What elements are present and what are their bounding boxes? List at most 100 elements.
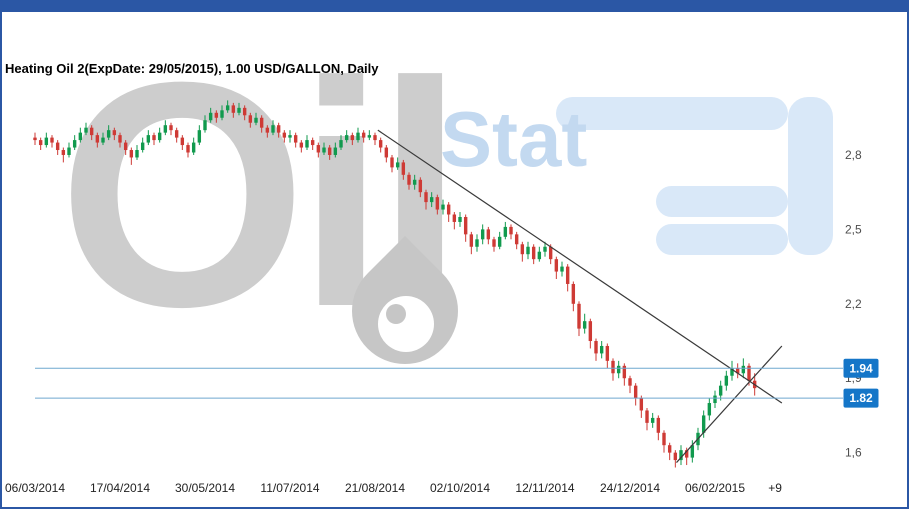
candle-body (129, 150, 134, 158)
candle-body (327, 147, 332, 155)
candle-body (628, 378, 632, 386)
candle-body (639, 398, 644, 411)
candle-body (713, 395, 717, 404)
watermark-vertical-bar (788, 97, 833, 255)
candle-body (186, 145, 190, 153)
y-axis-label: 1,6 (845, 446, 862, 460)
candle-body (61, 150, 66, 155)
candle-body (356, 132, 360, 141)
candle-body (265, 127, 270, 133)
candle-body (622, 365, 627, 379)
candle-body (418, 179, 423, 193)
candle-body (747, 365, 751, 381)
x-axis-label: 06/03/2014 (5, 481, 65, 495)
candle-body (322, 147, 326, 153)
candle-body (679, 450, 683, 461)
price-level-badge-label: 1.82 (849, 391, 873, 405)
candle-body (611, 360, 615, 374)
candle-body (605, 345, 610, 361)
candle-body (520, 244, 525, 255)
candle-body (89, 127, 94, 136)
candle-body (254, 117, 258, 123)
candle-body (701, 415, 706, 433)
candle-body (407, 174, 411, 185)
candle-body (203, 120, 207, 131)
candle-body (197, 130, 202, 143)
candle-body (350, 135, 355, 141)
x-axis-label: 11/07/2014 (260, 481, 319, 495)
candle-body (645, 410, 649, 423)
candle-body (367, 135, 372, 138)
candle-body (50, 137, 54, 143)
candle-body (180, 137, 185, 146)
candle-body (378, 140, 383, 148)
price-level-badge (843, 388, 879, 408)
candle-body (310, 140, 315, 146)
y-axis-label: 2,8 (845, 148, 862, 162)
candle-body (571, 283, 576, 304)
candle-body (191, 142, 196, 153)
candle-body (118, 135, 122, 143)
candle-body (169, 125, 173, 131)
price-level-badge-label: 1.94 (849, 361, 873, 375)
candle-body (339, 140, 343, 148)
candle-body (344, 135, 349, 141)
candle-body (577, 303, 581, 329)
candle-body (384, 147, 389, 158)
candle-body (435, 197, 440, 210)
candle-body (146, 135, 151, 143)
candle-body (101, 137, 105, 143)
candle-body (208, 112, 213, 121)
candle-body (537, 251, 542, 260)
candle-body (582, 321, 587, 329)
candle-body (656, 417, 661, 433)
candle-body (475, 239, 479, 247)
y-axis-label: 2,5 (845, 222, 862, 236)
candle-body (333, 147, 338, 155)
candle-body (72, 140, 77, 148)
watermark-drop-hole (378, 296, 434, 352)
candle-body (588, 321, 593, 342)
candle-body (373, 135, 377, 141)
candle-body (242, 107, 247, 116)
candle-body (594, 341, 598, 354)
candle-body (95, 135, 100, 143)
candle-body (276, 125, 281, 133)
watermark-bar-middle (656, 186, 788, 217)
trend-line (676, 345, 783, 463)
candle-body (667, 445, 672, 453)
window-border-bottom (0, 507, 909, 509)
candle-body (492, 239, 496, 247)
candle-body (106, 130, 111, 138)
candle-body (55, 142, 60, 151)
candle-body (503, 226, 508, 237)
candle-body (248, 115, 253, 123)
candle-body (424, 192, 428, 203)
candle-body (673, 452, 678, 461)
candle-body (463, 216, 468, 235)
candle-body (724, 375, 729, 386)
candle-body (497, 236, 502, 247)
candle-body (509, 226, 513, 235)
candle-body (633, 385, 638, 399)
candle-body (531, 246, 536, 260)
candle-body (157, 132, 162, 141)
candle-body (526, 246, 530, 255)
candle-body (271, 125, 275, 133)
candle-body (259, 117, 264, 128)
window-border-left (0, 0, 2, 509)
candle-body (214, 112, 219, 118)
candle-body (543, 246, 547, 252)
watermark-drop-dot (386, 304, 406, 324)
candle-body (446, 204, 451, 215)
candle-body (480, 229, 485, 240)
window-top-bar (0, 0, 909, 12)
candle-body (684, 450, 689, 458)
candle-body (78, 132, 83, 141)
candle-body (452, 214, 457, 222)
candle-body (38, 140, 43, 146)
candle-body (429, 197, 434, 203)
candle-body (469, 234, 474, 247)
candle-body (84, 127, 88, 133)
